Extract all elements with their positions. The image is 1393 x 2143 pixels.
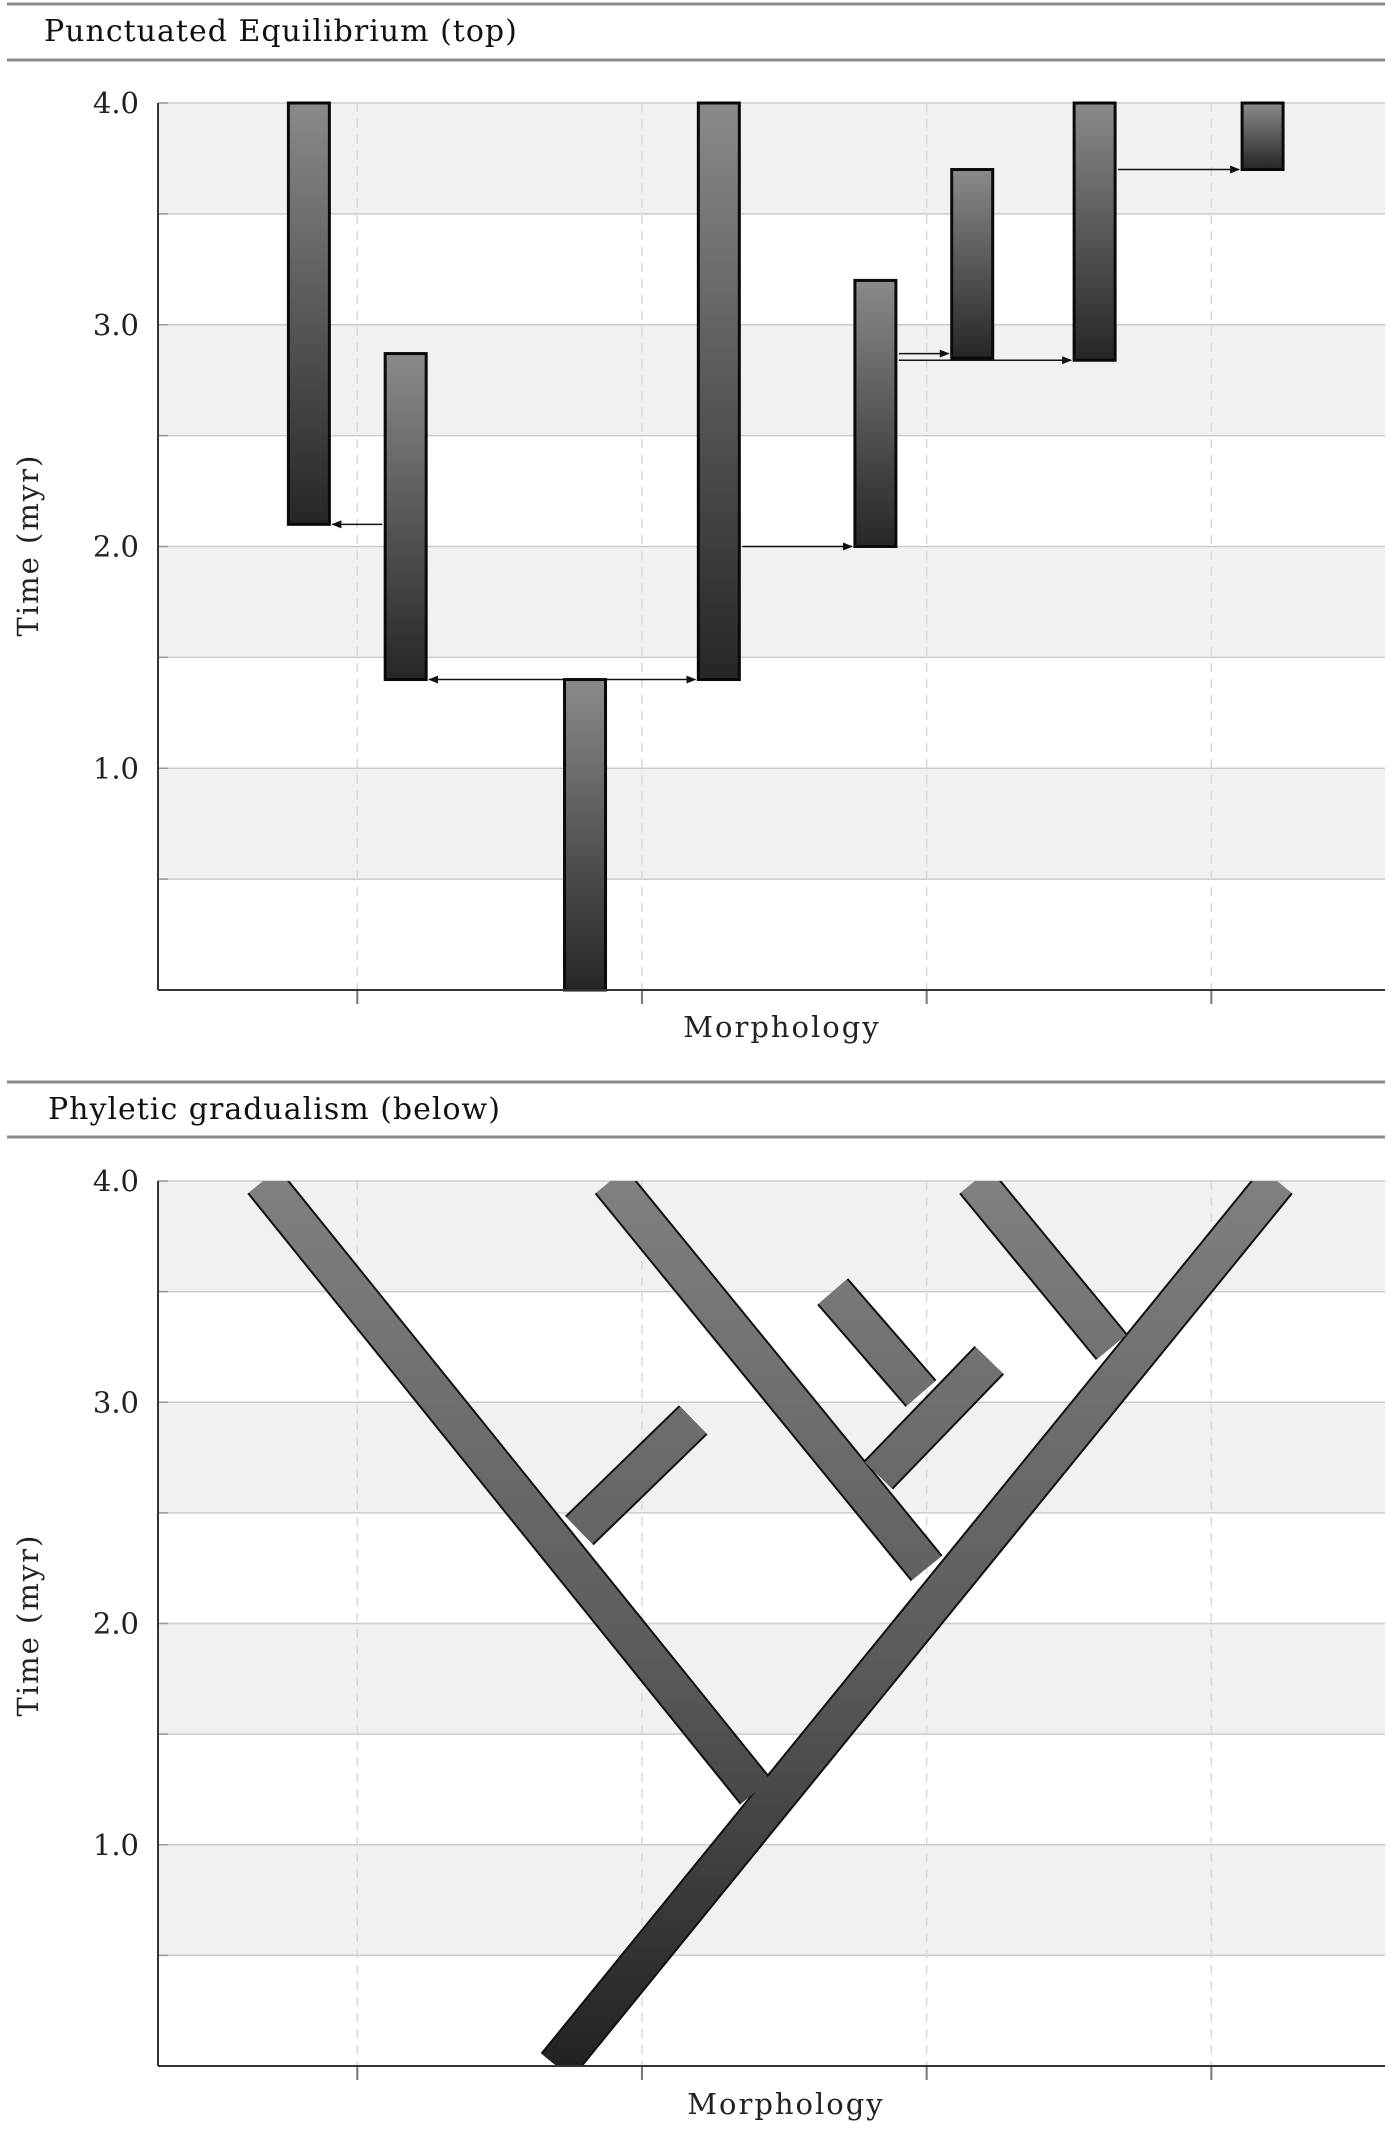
branch: [566, 1406, 707, 1544]
species-bar: [853, 278, 898, 548]
branch: [818, 1279, 935, 1406]
species-bar: [1240, 101, 1285, 172]
y-tick-label: 4.0: [93, 1164, 139, 1198]
panel-punctuated-equilibrium: Punctuated Equilibrium (top) 1.0 2.0 3.0 4.…: [7, 2, 1385, 1044]
y-tick-label: 1.0: [93, 1828, 139, 1862]
branch: [960, 1181, 1126, 1359]
grid-band: [158, 768, 1385, 880]
plot-area-top: 1.0 2.0 3.0 4.0: [93, 86, 1385, 1004]
x-axis-label: Morphology: [683, 1010, 880, 1044]
y-tick-label: 1.0: [93, 751, 139, 785]
panel-title: Phyletic gradualism (below): [48, 1092, 501, 1127]
species-bar: [286, 101, 331, 526]
grid-band: [158, 324, 1385, 436]
branch: [596, 1181, 941, 1580]
y-axis-label: Time (myr): [11, 454, 45, 637]
panel-title: Punctuated Equilibrium (top): [44, 14, 518, 49]
y-axis-label: Time (myr): [11, 1534, 45, 1717]
species-bar: [383, 352, 428, 682]
grid-band: [158, 546, 1385, 658]
panel-phyletic-gradualism: Phyletic gradualism (below) 1.0 2.0 3.0 4.0…: [7, 1080, 1385, 2121]
species-bar: [696, 101, 741, 682]
grid-band: [158, 1623, 1385, 1735]
y-tick-label: 2.0: [93, 530, 139, 564]
y-tick-label: 3.0: [93, 1385, 139, 1419]
species-bar: [950, 168, 995, 360]
plot-area-bottom: 1.0 2.0 3.0 4.0: [93, 1164, 1385, 2080]
species-bar: [1072, 101, 1117, 362]
y-tick-label: 2.0: [93, 1607, 139, 1641]
tree-branches: [247, 1181, 1293, 2066]
species-bar: [563, 678, 608, 992]
grid-band: [158, 103, 1385, 214]
branch: [542, 1181, 1292, 2066]
branch: [248, 1181, 771, 1804]
x-axis-label: Morphology: [687, 2087, 884, 2121]
y-tick-label: 3.0: [93, 308, 139, 342]
branch: [864, 1347, 1003, 1489]
grid-band: [158, 1402, 1385, 1513]
y-tick-label: 4.0: [93, 86, 139, 120]
grid-band: [158, 1844, 1385, 1956]
